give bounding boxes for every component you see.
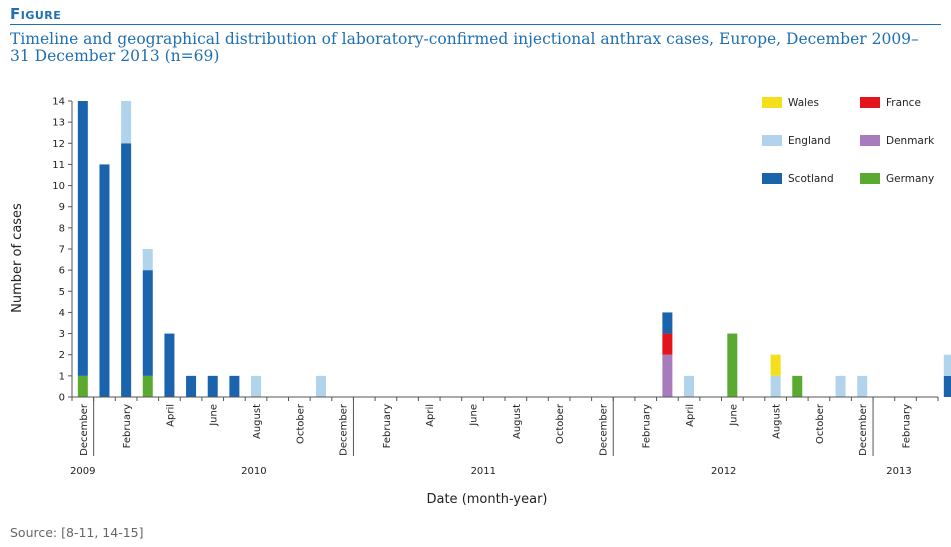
x-month-label: February bbox=[902, 404, 913, 448]
y-tick-label: 1 bbox=[59, 371, 65, 382]
legend-label-denmark: Denmark bbox=[886, 135, 935, 147]
bar-segment-england-8 bbox=[251, 375, 262, 397]
legend-label-scotland: Scotland bbox=[788, 173, 834, 185]
bar-segment-scotland-0 bbox=[77, 101, 88, 376]
y-tick-label: 7 bbox=[59, 245, 65, 256]
x-year-label: 2013 bbox=[886, 466, 911, 477]
bars-layer bbox=[77, 101, 951, 397]
x-month-label: December bbox=[598, 403, 609, 456]
bar-segment-germany-33 bbox=[792, 375, 803, 397]
figure-label: Figure bbox=[10, 5, 62, 23]
y-tick-label: 3 bbox=[59, 329, 65, 340]
bar-segment-england-28 bbox=[684, 375, 695, 397]
x-month-label: June bbox=[209, 404, 220, 427]
x-month-label: April bbox=[425, 404, 436, 427]
bar-segment-germany-0 bbox=[77, 375, 88, 397]
y-tick-label: 2 bbox=[59, 350, 65, 361]
top-rule bbox=[10, 24, 941, 25]
x-month-label: October bbox=[815, 403, 826, 444]
x-month-label: August bbox=[252, 404, 263, 439]
bar-segment-scotland-2 bbox=[121, 143, 132, 397]
bar-segment-england-11 bbox=[315, 375, 326, 397]
y-tick-label: 12 bbox=[52, 139, 65, 150]
x-month-label: February bbox=[642, 404, 653, 448]
legend: Wales France England Denmark Scotland Germany bbox=[762, 97, 935, 185]
bar-segment-scotland-27 bbox=[662, 312, 673, 334]
bar-segment-england-35 bbox=[835, 375, 846, 397]
x-month-label: December bbox=[79, 403, 90, 456]
y-tick-label: 5 bbox=[59, 287, 65, 298]
bar-segment-germany-30 bbox=[727, 333, 738, 397]
y-tick-label: 0 bbox=[59, 393, 65, 404]
bar-segment-germany-3 bbox=[142, 375, 153, 397]
x-month-label: October bbox=[295, 403, 306, 444]
chart-title: Timeline and geographical distribution o… bbox=[10, 30, 919, 65]
y-tick-label: 6 bbox=[59, 266, 65, 277]
bar-segment-england-32 bbox=[770, 375, 781, 397]
legend-swatch-wales bbox=[762, 97, 782, 108]
y-tick-label: 9 bbox=[59, 202, 65, 213]
bar-segment-scotland-6 bbox=[207, 375, 218, 397]
bar-segment-england-40 bbox=[943, 354, 951, 376]
bar-segment-england-3 bbox=[142, 249, 153, 271]
y-tick-label: 11 bbox=[52, 160, 65, 171]
y-tick-label: 8 bbox=[59, 223, 65, 234]
bar-segment-england-2 bbox=[121, 101, 132, 144]
x-month-label: December bbox=[858, 403, 869, 456]
bar-segment-scotland-40 bbox=[943, 375, 951, 397]
x-axis-title: Date (month-year) bbox=[426, 492, 547, 507]
x-month-label: October bbox=[555, 403, 566, 444]
x-axis: December February April June August October De… bbox=[70, 396, 939, 477]
x-month-label: February bbox=[382, 404, 393, 448]
x-year-label: 2010 bbox=[241, 466, 266, 477]
x-month-label: June bbox=[728, 404, 739, 427]
y-tick-label: 10 bbox=[52, 181, 65, 192]
bar-segment-france-27 bbox=[662, 333, 673, 355]
x-month-label: June bbox=[469, 404, 480, 427]
y-axis-title: Number of cases bbox=[10, 203, 25, 313]
bar-segment-scotland-1 bbox=[99, 164, 110, 397]
legend-swatch-england bbox=[762, 135, 782, 146]
x-month-label: December bbox=[339, 403, 350, 456]
legend-swatch-denmark bbox=[860, 135, 880, 146]
bar-segment-england-36 bbox=[857, 375, 868, 397]
x-month-label: April bbox=[685, 404, 696, 427]
x-year-label: 2011 bbox=[471, 466, 496, 477]
bar-segment-wales-32 bbox=[770, 354, 781, 376]
x-month-label: February bbox=[122, 404, 133, 448]
y-tick-label: 14 bbox=[52, 97, 65, 108]
bar-segment-scotland-7 bbox=[229, 375, 240, 397]
source-note: Source: [8-11, 14-15] bbox=[10, 525, 144, 540]
x-year-label: 2009 bbox=[70, 466, 95, 477]
bar-segment-scotland-4 bbox=[164, 333, 175, 397]
bar-segment-scotland-3 bbox=[142, 270, 153, 376]
x-month-label: April bbox=[165, 404, 176, 427]
x-year-label: 2012 bbox=[711, 466, 736, 477]
legend-swatch-germany bbox=[860, 173, 880, 184]
bar-segment-scotland-5 bbox=[186, 375, 197, 397]
legend-label-france: France bbox=[886, 97, 921, 109]
legend-swatch-france bbox=[860, 97, 880, 108]
legend-label-england: England bbox=[788, 135, 831, 147]
legend-label-wales: Wales bbox=[788, 97, 819, 109]
y-tick-label: 13 bbox=[52, 118, 65, 129]
legend-swatch-scotland bbox=[762, 173, 782, 184]
y-tick-label: 4 bbox=[59, 308, 65, 319]
x-month-label: August bbox=[772, 404, 783, 439]
bar-segment-denmark-27 bbox=[662, 354, 673, 397]
legend-label-germany: Germany bbox=[886, 173, 934, 185]
x-month-label: August bbox=[512, 404, 523, 439]
